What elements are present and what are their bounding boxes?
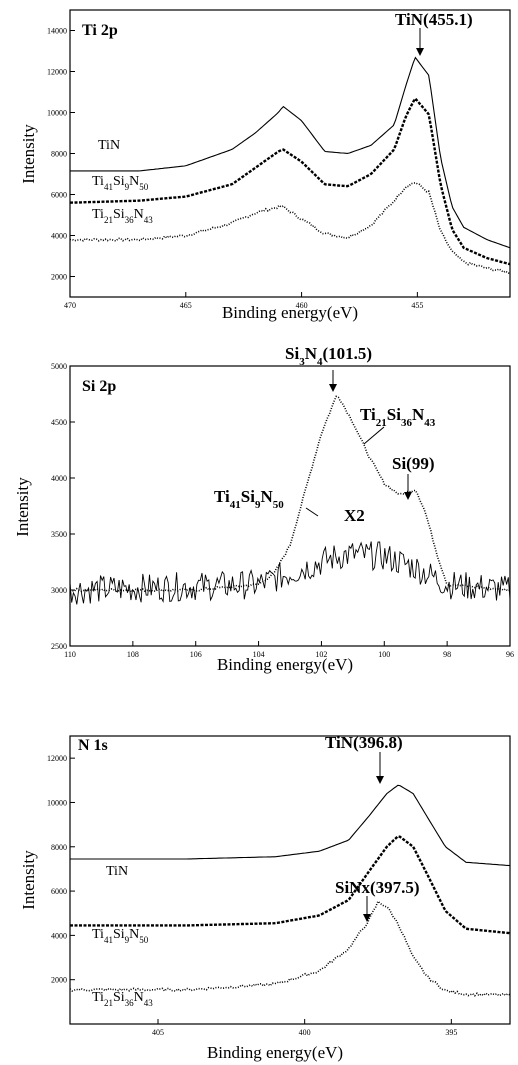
y-tick-label: 2500 <box>51 642 67 651</box>
annotation-arrowhead <box>363 914 371 922</box>
x-axis-label: Binding energy(eV) <box>222 303 358 322</box>
series-label-tin: TiN <box>98 138 120 153</box>
y-tick-label: 3000 <box>51 586 67 595</box>
y-tick-label: 4000 <box>51 474 67 483</box>
panel-ti2p: 2000 4000 6000 8000 10000 12000 14000 470 465 46… <box>19 9 511 322</box>
panel-n1s: 2000 4000 6000 8000 10000 12000 405 400 395 N 1… <box>19 733 511 1062</box>
x-tick-label: 470 <box>64 301 76 310</box>
y-tick-label: 14000 <box>47 27 67 36</box>
annotation-si99: Si(99) <box>392 454 435 473</box>
x-tick-label: 460 <box>296 301 308 310</box>
x-tick-label: 108 <box>127 650 139 659</box>
panel-si2p: 2500 3000 3500 4000 4500 5000 110 108 106 104 102… <box>13 344 514 674</box>
series-label-tin: TiN <box>106 864 128 879</box>
series-label-ti41si9n50: Ti41Si9N50 <box>92 927 149 945</box>
annotation-si3n4: Si3N4(101.5) <box>285 344 372 368</box>
plot-frame <box>69 9 511 298</box>
x-tick-label: 110 <box>64 650 76 659</box>
x-ticks: 470 465 460 455 <box>64 292 423 310</box>
y-tick-label: 2000 <box>51 273 67 282</box>
annotation-sinx: SiNx(397.5) <box>335 878 420 897</box>
x-tick-label: 405 <box>152 1028 164 1037</box>
series-line-1 <box>69 96 511 266</box>
x-tick-label: 465 <box>180 301 192 310</box>
y-tick-label: 6000 <box>51 887 67 896</box>
x-tick-label: 96 <box>506 650 514 659</box>
y-ticks: 2500 3000 3500 4000 4500 5000 <box>51 362 75 651</box>
series-line-2 <box>69 899 511 997</box>
y-ticks: 2000 4000 6000 8000 10000 12000 14000 <box>47 27 75 282</box>
series-line-0 <box>70 56 511 249</box>
annotation-arrowhead <box>376 776 384 784</box>
y-tick-label: 6000 <box>51 191 67 200</box>
x-tick-label: 102 <box>315 650 327 659</box>
y-tick-label: 12000 <box>47 68 67 77</box>
x-tick-label: 455 <box>411 301 423 310</box>
x-axis-label: Binding energy(eV) <box>217 655 353 674</box>
y-tick-label: 10000 <box>47 798 67 807</box>
series-line-2 <box>69 181 511 275</box>
y-tick-label: 4500 <box>51 418 67 427</box>
annotation-tin-396: TiN(396.8) <box>325 733 403 752</box>
series-line-0 <box>70 784 511 867</box>
series-group <box>69 784 511 997</box>
panel-title: N 1s <box>78 737 108 754</box>
series-label-ti41si9n50: Ti41Si9N50 <box>214 487 284 511</box>
y-tick-label: 8000 <box>51 150 67 159</box>
series-label-ti21si36n43: Ti21Si36N43 <box>92 990 153 1008</box>
series-line-0 <box>69 395 511 593</box>
panel-title: Si 2p <box>82 378 116 395</box>
series-group <box>69 56 511 275</box>
annotation-arrow <box>305 507 319 517</box>
x-axis-label: Binding energy(eV) <box>207 1043 343 1062</box>
y-ticks: 2000 4000 6000 8000 10000 12000 <box>47 754 75 985</box>
x-ticks: 110 108 106 104 102 100 98 96 <box>64 641 514 659</box>
x-tick-label: 104 <box>253 650 265 659</box>
annotation-arrowhead <box>404 492 412 500</box>
x-tick-label: 106 <box>190 650 202 659</box>
x-tick-label: 395 <box>445 1028 457 1037</box>
panel-title: Ti 2p <box>82 22 118 39</box>
series-line-1 <box>70 835 511 935</box>
y-axis-label: Intensity <box>13 477 32 537</box>
y-tick-label: 4000 <box>51 232 67 241</box>
series-line-1 <box>69 541 511 605</box>
annotation-arrow <box>363 426 385 445</box>
x-tick-label: 98 <box>443 650 451 659</box>
y-tick-label: 3500 <box>51 530 67 539</box>
annotation-arrowhead <box>329 384 337 392</box>
y-tick-label: 2000 <box>51 976 67 985</box>
annotation-tin-455: TiN(455.1) <box>395 10 473 29</box>
y-axis-label: Intensity <box>19 124 38 184</box>
y-tick-label: 5000 <box>51 362 67 371</box>
y-tick-label: 4000 <box>51 931 67 940</box>
plot-frame <box>69 735 511 1025</box>
plot-frame <box>69 365 511 647</box>
y-axis-label: Intensity <box>19 850 38 910</box>
annotation-x2: X2 <box>344 506 365 525</box>
series-label-ti21si36n43: Ti21Si36N43 <box>360 405 436 429</box>
y-tick-label: 10000 <box>47 109 67 118</box>
series-label-ti21si36n43: Ti21Si36N43 <box>92 207 153 225</box>
x-tick-label: 100 <box>378 650 390 659</box>
series-label-ti41si9n50: Ti41Si9N50 <box>92 174 149 192</box>
x-tick-label: 400 <box>299 1028 311 1037</box>
x-ticks: 405 400 395 <box>152 1019 457 1037</box>
y-tick-label: 12000 <box>47 754 67 763</box>
annotation-arrowhead <box>416 48 424 56</box>
series-group <box>69 395 511 605</box>
y-tick-label: 8000 <box>51 843 67 852</box>
